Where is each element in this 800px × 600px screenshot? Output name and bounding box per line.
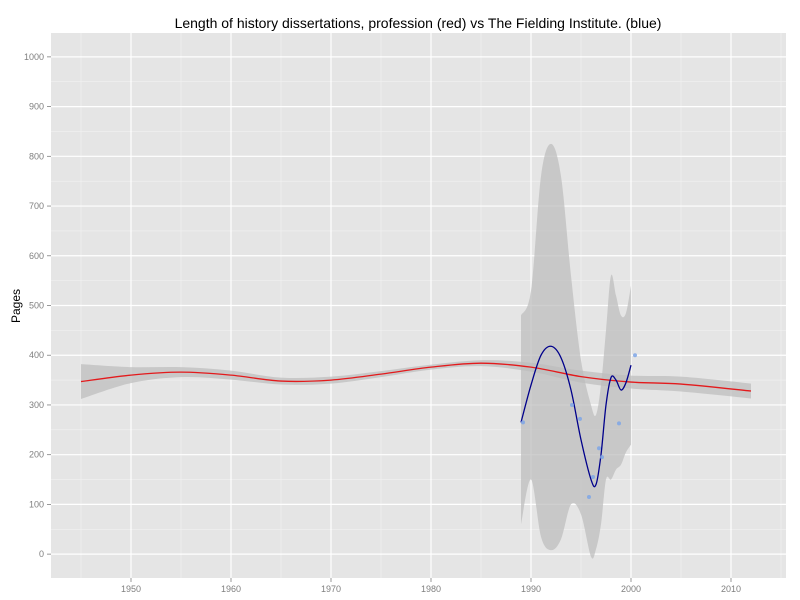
y-axis-label: Pages <box>9 289 23 323</box>
y-tick-label: 600 <box>29 251 44 261</box>
data-point <box>591 475 595 480</box>
y-tick-label: 900 <box>29 102 44 112</box>
data-point <box>587 494 591 499</box>
y-tick-label: 500 <box>29 301 44 311</box>
x-tick-label: 1990 <box>521 584 541 594</box>
y-tick-label: 1000 <box>24 52 44 62</box>
y-tick-label: 800 <box>29 151 44 161</box>
data-point <box>617 421 621 426</box>
data-points <box>521 353 637 499</box>
grid-major <box>51 33 786 578</box>
data-point <box>633 353 637 358</box>
x-axis: 1950 1960 1970 1980 1990 2000 2010 <box>121 578 741 594</box>
y-tick-label: 300 <box>29 400 44 410</box>
x-tick-label: 1970 <box>321 584 341 594</box>
smooth-lines <box>80 345 752 488</box>
y-tick-label: 0 <box>39 549 44 559</box>
chart-title: Length of history dissertations, profess… <box>175 15 662 31</box>
data-point <box>597 446 601 451</box>
y-tick-label: 700 <box>29 201 44 211</box>
data-point <box>570 402 574 407</box>
y-tick-label: 400 <box>29 350 44 360</box>
confidence-bands <box>81 143 751 559</box>
x-tick-label: 1980 <box>421 584 441 594</box>
data-point <box>578 416 582 421</box>
smooth-line-0 <box>80 362 752 392</box>
smooth-line-1 <box>520 345 632 488</box>
data-point <box>521 420 525 425</box>
y-tick-label: 200 <box>29 450 44 460</box>
grid-minor <box>51 33 786 578</box>
x-tick-label: 1960 <box>221 584 241 594</box>
confidence-band-1 <box>521 143 631 559</box>
y-axis: 0 100 200 300 400 500 600 700 800 900 1000 <box>24 52 51 559</box>
x-tick-label: 1950 <box>121 584 141 594</box>
y-tick-label: 100 <box>29 499 44 509</box>
data-point <box>600 455 604 460</box>
x-tick-label: 2010 <box>721 584 741 594</box>
x-tick-label: 2000 <box>621 584 641 594</box>
